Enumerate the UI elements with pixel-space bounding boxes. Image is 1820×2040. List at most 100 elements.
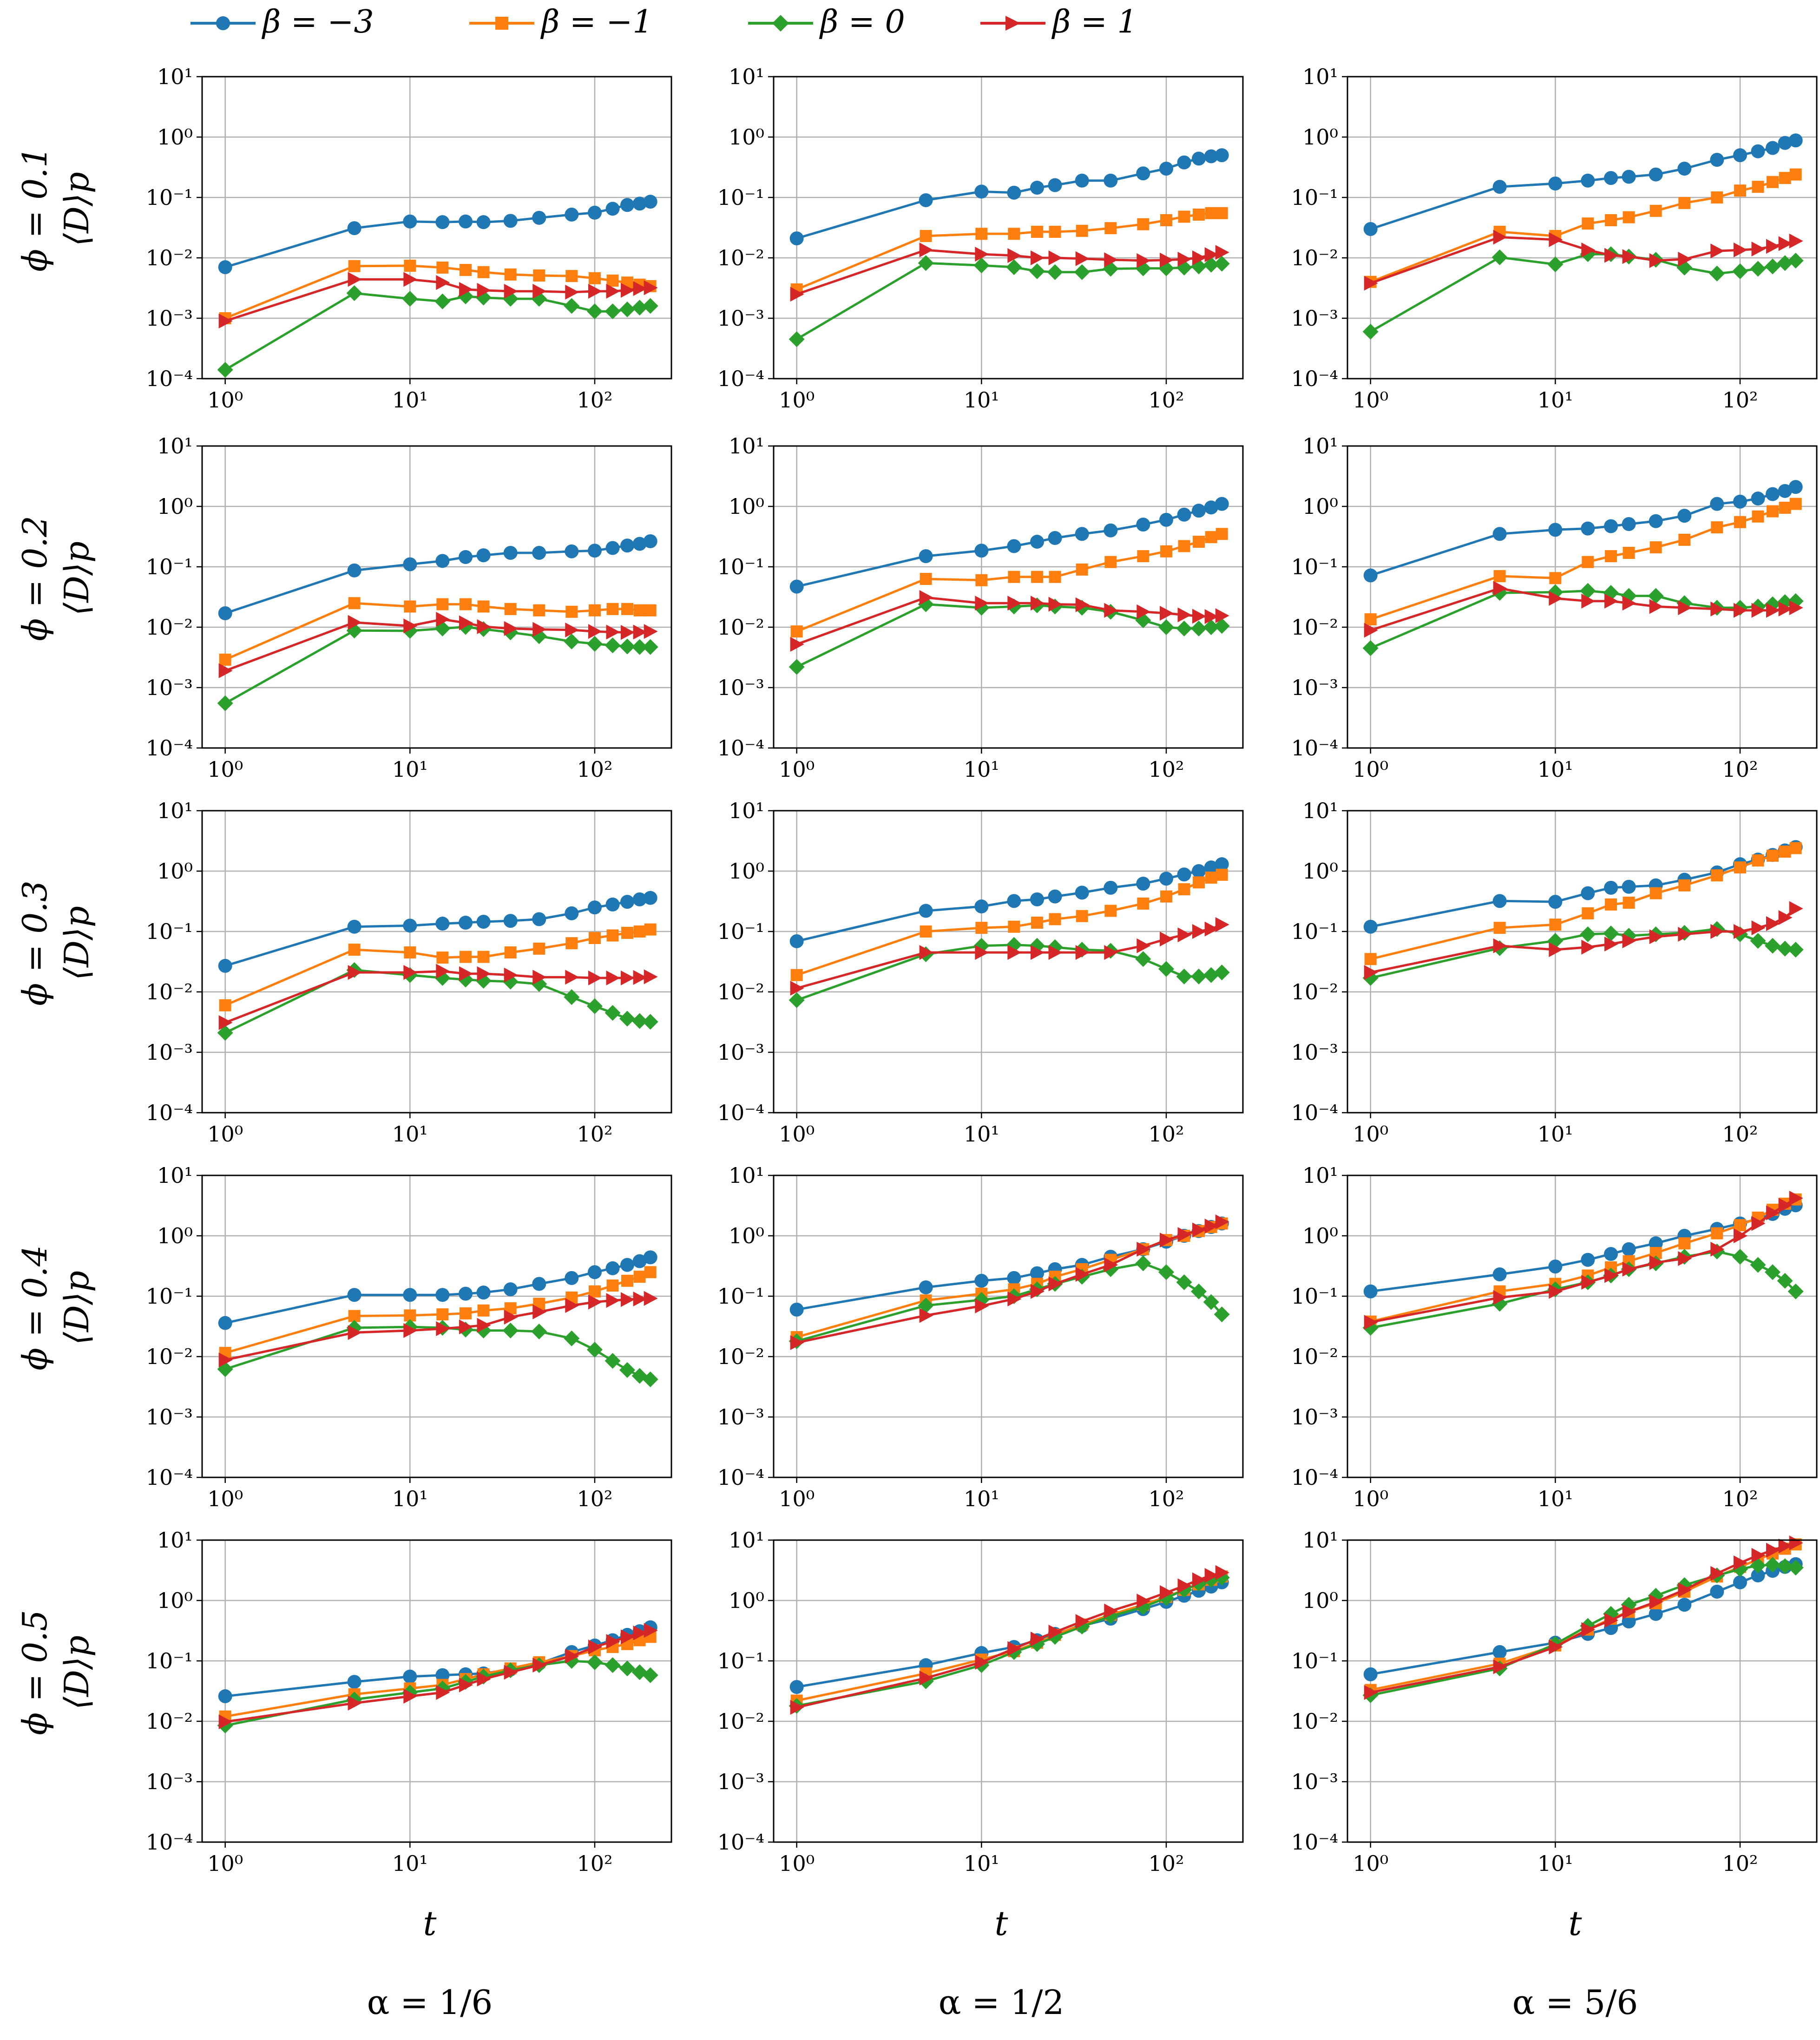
- data-point: [1733, 1575, 1747, 1589]
- data-point: [1789, 498, 1802, 510]
- data-point: [1710, 1241, 1725, 1257]
- data-point: [642, 1371, 658, 1387]
- data-point: [1363, 1284, 1378, 1299]
- data-point: [1178, 210, 1190, 223]
- data-point: [587, 900, 602, 915]
- data-point: [1191, 1283, 1207, 1299]
- data-point: [633, 970, 647, 985]
- y-tick-label: 10⁻³: [1291, 1769, 1338, 1794]
- data-point: [1622, 1614, 1636, 1629]
- data-point: [1160, 890, 1172, 903]
- y-tick-label: 10⁻³: [146, 1404, 193, 1430]
- y-tick-label: 10⁰: [157, 494, 193, 519]
- x-tick-label: 10⁰: [207, 1122, 243, 1147]
- column-label-0: t α = 1/6: [367, 1904, 493, 2022]
- data-point: [1007, 596, 1022, 611]
- data-point: [642, 1667, 658, 1683]
- data-point: [1029, 263, 1045, 279]
- data-point: [1159, 161, 1173, 176]
- data-point: [476, 915, 491, 929]
- data-point: [604, 1657, 621, 1673]
- data-point: [1622, 596, 1636, 611]
- row-label-0: ϕ = 0.1 ⟨D⟩p: [15, 146, 96, 272]
- data-point: [1176, 1274, 1192, 1291]
- data-point: [1605, 898, 1617, 911]
- data-point: [1789, 842, 1802, 854]
- y-tick-label: 10⁻⁴: [146, 366, 193, 391]
- alpha-label: α = 1/6: [367, 1983, 493, 2022]
- data-point: [1192, 250, 1207, 265]
- y-tick-label: 10⁻³: [717, 306, 764, 331]
- y-tick-label: 10⁰: [729, 494, 764, 519]
- data-point: [1732, 263, 1748, 279]
- subplot-r2-c1: 10⁻⁴ 10⁻³ 10⁻² 10⁻¹ 10⁰ 10¹ 10⁰ 10¹ 10²: [717, 798, 1244, 1147]
- data-point: [1493, 1290, 1507, 1305]
- data-point: [1137, 604, 1151, 619]
- data-point: [606, 929, 619, 942]
- legend-label-beta-neg3: β = −3: [261, 4, 374, 40]
- y-tick-label: 10⁻¹: [146, 1284, 193, 1309]
- data-point: [1622, 879, 1636, 894]
- y-tick-label: 10¹: [1302, 64, 1338, 89]
- subplot-r4-c2: 10⁻⁴ 10⁻³ 10⁻² 10⁻¹ 10⁰ 10¹ 10⁰ 10¹ 10²: [1291, 1528, 1818, 1876]
- data-point: [1493, 938, 1507, 953]
- data-point: [1581, 1622, 1596, 1637]
- data-point: [348, 944, 361, 956]
- data-point: [1137, 550, 1150, 563]
- y-tick-label: 10⁻¹: [717, 919, 764, 944]
- data-point: [459, 550, 473, 564]
- data-point: [477, 1672, 491, 1687]
- series-1: [219, 923, 657, 1011]
- data-point: [1049, 913, 1061, 925]
- data-point: [644, 1623, 658, 1638]
- data-point: [218, 1352, 233, 1368]
- y-tick-label: 10⁻²: [146, 615, 193, 640]
- data-point: [919, 945, 933, 960]
- x-tick-label: 10²: [1722, 1851, 1758, 1876]
- x-tick-label: 10¹: [1537, 757, 1573, 782]
- data-point: [1177, 927, 1192, 943]
- data-point: [1178, 883, 1190, 896]
- data-point: [1710, 243, 1725, 259]
- y-tick-label: 10⁻¹: [1291, 919, 1338, 944]
- subplot-r1-c0: 10⁻⁴ 10⁻³ 10⁻² 10⁻¹ 10⁰ 10¹ 10⁰ 10¹ 10²: [146, 433, 672, 782]
- data-point: [1191, 968, 1207, 984]
- x-tick-label: 10²: [577, 387, 612, 413]
- data-point: [1048, 1276, 1063, 1292]
- data-point: [1047, 939, 1063, 955]
- x-tick-label: 10⁰: [207, 387, 243, 413]
- data-point: [974, 1273, 989, 1288]
- data-point: [588, 1285, 601, 1298]
- data-point: [402, 291, 418, 307]
- data-point: [1581, 939, 1596, 955]
- data-point: [1623, 547, 1635, 559]
- y-tick-label: 10⁻¹: [717, 185, 764, 210]
- data-point: [588, 624, 602, 639]
- series-3: [790, 1214, 1229, 1351]
- data-point: [1649, 253, 1663, 268]
- axes-frame: [201, 1539, 672, 1843]
- alpha-label: α = 1/2: [939, 1983, 1064, 2022]
- data-point: [1733, 243, 1748, 258]
- data-point: [1710, 1585, 1724, 1599]
- data-point: [1711, 521, 1723, 534]
- data-point: [633, 1625, 647, 1640]
- data-point: [1604, 1613, 1619, 1628]
- data-point: [1203, 619, 1219, 635]
- series-0: [789, 148, 1229, 246]
- data-point: [605, 541, 620, 555]
- data-point: [434, 293, 451, 309]
- subplot-r0-c0: 10⁻⁴ 10⁻³ 10⁻² 10⁻¹ 10⁰ 10¹ 10⁰ 10¹ 10²: [146, 64, 672, 413]
- x-tick-label: 10⁰: [779, 1486, 815, 1511]
- data-point: [1549, 1284, 1563, 1299]
- y-tick-label: 10⁻²: [717, 615, 764, 640]
- data-point: [1104, 880, 1118, 895]
- series-0: [789, 497, 1229, 594]
- row-label-1: ϕ = 0.2 ⟨D⟩p: [15, 516, 96, 641]
- data-point: [1204, 609, 1219, 624]
- data-point: [1031, 1284, 1045, 1299]
- data-point: [920, 573, 932, 585]
- data-point: [586, 1654, 603, 1670]
- data-point: [477, 1304, 490, 1317]
